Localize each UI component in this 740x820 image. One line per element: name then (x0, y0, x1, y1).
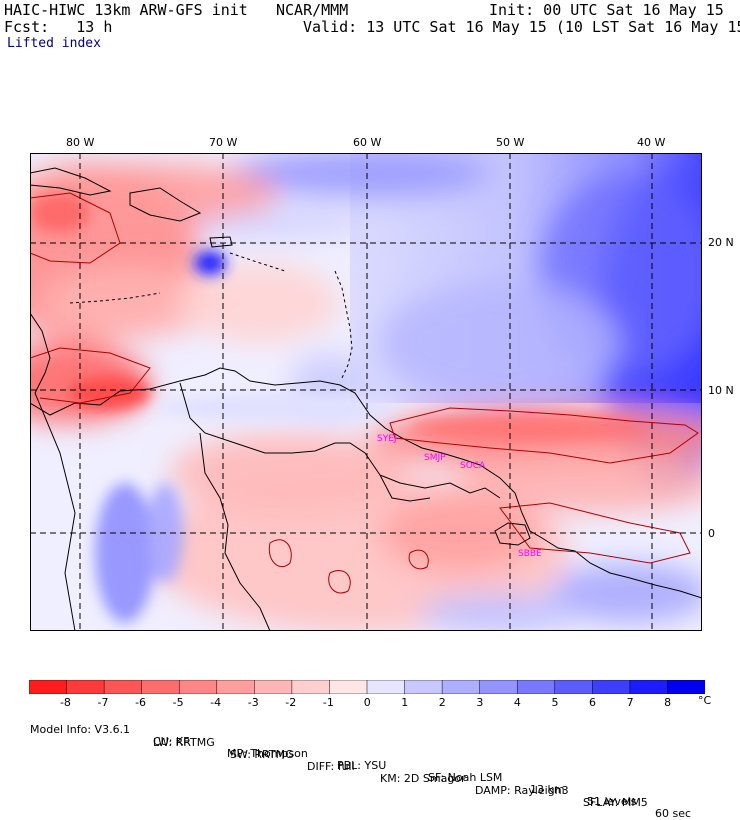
organization-label: NCAR/MMM (276, 1, 349, 19)
colorbar-tick-label: -1 (322, 696, 334, 709)
colorbar-swatch (216, 680, 256, 694)
colorbar-tick-label: 5 (551, 696, 559, 709)
forecast-hour: Fcst: 13 h (4, 18, 113, 36)
colorbar-tick-label: 3 (476, 696, 484, 709)
colorbar-swatch (103, 680, 143, 694)
lifted-index-field (30, 153, 702, 631)
colorbar-swatch (441, 680, 481, 694)
inland-border-3 (379, 474, 501, 499)
colorbar-swatch (291, 680, 331, 694)
colorbar (29, 680, 705, 694)
colorbar-tick-label: 8 (664, 696, 672, 709)
lon-label-50w: 50 W (496, 136, 525, 149)
colorbar-unit: °C (698, 694, 712, 707)
model-version: Model Info: V3.6.1 (30, 723, 131, 736)
longwave-scheme: LW: RRTMG (153, 736, 215, 749)
lat-label-20n: 20 N (708, 236, 734, 249)
colorbar-tick-label: -4 (210, 696, 222, 709)
timestep: 60 sec (655, 807, 692, 820)
model-title: HAIC-HIWC 13km ARW-GFS init (4, 1, 248, 19)
lat-lon-grid (30, 153, 702, 631)
valid-time: Valid: 13 UTC Sat 16 May 15 (10 LST Sat … (303, 18, 740, 36)
station-soca: SOCA (460, 461, 486, 471)
colorbar-swatch (254, 680, 293, 694)
colorbar-tick-label: 2 (438, 696, 446, 709)
colorbar-swatch (66, 680, 105, 694)
lat-label-0: 0 (708, 527, 715, 540)
colorbar-swatch (554, 680, 594, 694)
map-frame (30, 153, 702, 631)
lon-label-40w: 40 W (637, 136, 666, 149)
damping-setting: DAMP: Rayleigh3 (475, 784, 569, 797)
lon-label-70w: 70 W (209, 136, 238, 149)
cuba-coast (30, 167, 112, 196)
colorbar-tick-label: 0 (363, 696, 371, 709)
colorbar-swatch (516, 680, 556, 694)
colorbar-tick-label: -2 (285, 696, 297, 709)
colorbar-swatch (479, 680, 518, 694)
colorbar-tick-label: 7 (626, 696, 634, 709)
colorbar-tick-label: 1 (401, 696, 409, 709)
colorbar-tick-label: 6 (589, 696, 597, 709)
inland-border-4 (34, 392, 76, 631)
shortwave-scheme: SW: RRTMG (230, 748, 294, 761)
lesser-antilles (69, 252, 353, 379)
km-setting: KM: 2D Smagor (380, 772, 466, 785)
diffusion-setting: DIFF: full (307, 760, 355, 773)
surface-layer-setting: SFLAY: MM5 (583, 796, 648, 809)
colorbar-swatch (592, 680, 631, 694)
station-syej: SYEJ (377, 434, 397, 444)
colorbar-swatch (141, 680, 180, 694)
colorbar-swatch (366, 680, 406, 694)
colorbar-tick-label: -5 (172, 696, 184, 709)
colorbar-swatch (329, 680, 368, 694)
colorbar-swatch (629, 680, 669, 694)
colorbar-swatch (29, 680, 68, 694)
colorbar-tick-label: -3 (247, 696, 259, 709)
colorbar-tick-label: -6 (135, 696, 147, 709)
colorbar-tick-label: -8 (59, 696, 71, 709)
field-name: Lifted index (7, 36, 101, 51)
colorbar-swatch (404, 680, 443, 694)
inland-border-2 (199, 432, 271, 631)
init-time: Init: 00 UTC Sat 16 May 15 (489, 1, 724, 19)
lat-label-10n: 10 N (708, 384, 734, 397)
lifted-index-map: SYEJ SMJP SOCA SBBE (30, 153, 702, 631)
colorbar-tick-label: 4 (513, 696, 521, 709)
hispaniola-coast (129, 187, 202, 222)
station-sbbe: SBBE (518, 549, 542, 559)
colorbar-swatch (667, 680, 705, 694)
colorbar-swatch (178, 680, 218, 694)
station-smjp: SMJP (424, 453, 446, 463)
amazon-delta (494, 522, 531, 546)
central-america-coast (30, 312, 51, 394)
lon-label-60w: 60 W (353, 136, 382, 149)
colorbar-tick-label: -7 (97, 696, 109, 709)
inland-border (179, 382, 431, 502)
model-info-line2: LW: RRTMG SW: RRTMG DIFF: full KM: 2D Sm… (30, 725, 648, 809)
lon-label-80w: 80 W (66, 136, 95, 149)
station-labels: SYEJ SMJP SOCA SBBE (377, 434, 542, 559)
